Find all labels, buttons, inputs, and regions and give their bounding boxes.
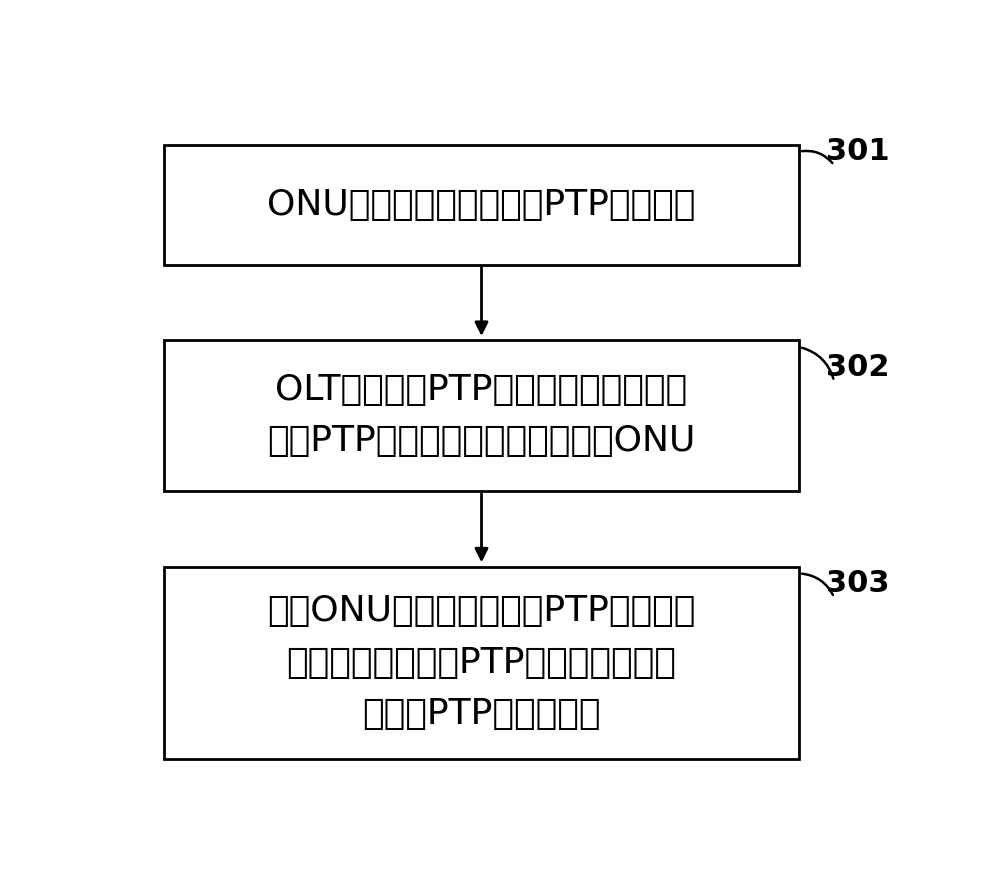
Text: 302: 302 bbox=[826, 353, 889, 382]
Text: ONU进行初始化后，创建PTP管理实体: ONU进行初始化后，创建PTP管理实体 bbox=[267, 188, 696, 222]
Text: 303: 303 bbox=[826, 569, 889, 598]
Text: 行相应PTP业务的设置: 行相应PTP业务的设置 bbox=[362, 697, 601, 732]
Bar bbox=[164, 567, 799, 758]
Text: 属性，并依据所述PTP管理实体属性进: 属性，并依据所述PTP管理实体属性进 bbox=[287, 646, 676, 680]
Bar bbox=[164, 144, 799, 265]
Text: 所述PTP管理实体属性下发到所述ONU: 所述PTP管理实体属性下发到所述ONU bbox=[267, 424, 696, 458]
Text: 301: 301 bbox=[826, 137, 889, 166]
Text: 所述ONU接收并解析所述PTP管理实体: 所述ONU接收并解析所述PTP管理实体 bbox=[267, 594, 696, 628]
Bar bbox=[164, 340, 799, 491]
Text: OLT设置所述PTP管理实体属性，并将: OLT设置所述PTP管理实体属性，并将 bbox=[275, 373, 688, 407]
